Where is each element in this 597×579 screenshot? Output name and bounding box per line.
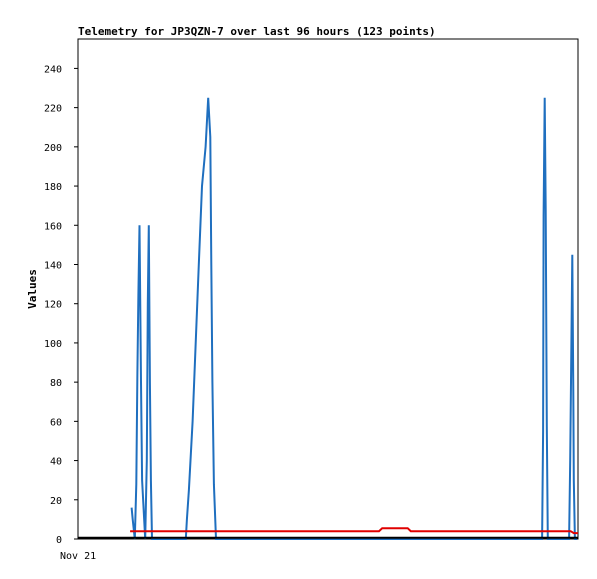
y-tick-label: 180	[44, 182, 62, 193]
y-tick-label: 20	[50, 496, 62, 507]
y-tick-label: 200	[44, 143, 62, 154]
y-tick-label: 100	[44, 339, 62, 350]
y-tick-label: 160	[44, 221, 62, 232]
chart-title: Telemetry for JP3QZN-7 over last 96 hour…	[78, 25, 436, 38]
x-tick-label: Nov 21	[60, 551, 96, 562]
y-tick-label: 140	[44, 260, 62, 271]
series-line-blue	[130, 97, 577, 540]
x-axis: Nov 21	[60, 551, 96, 562]
y-tick-label: 240	[44, 64, 62, 75]
y-tick-label: 0	[56, 535, 62, 546]
series-line-red	[130, 527, 578, 535]
y-axis-label: Values	[26, 269, 39, 309]
y-tick-label: 220	[44, 104, 62, 115]
y-tick-label: 80	[50, 378, 62, 389]
y-axis: 0 20 40 60 80 100 120 140 160 180 200 220 240	[44, 64, 78, 546]
y-tick-label: 120	[44, 300, 62, 311]
y-tick-label: 40	[50, 457, 62, 468]
y-tick-label: 60	[50, 417, 62, 428]
series-layer	[78, 97, 578, 540]
